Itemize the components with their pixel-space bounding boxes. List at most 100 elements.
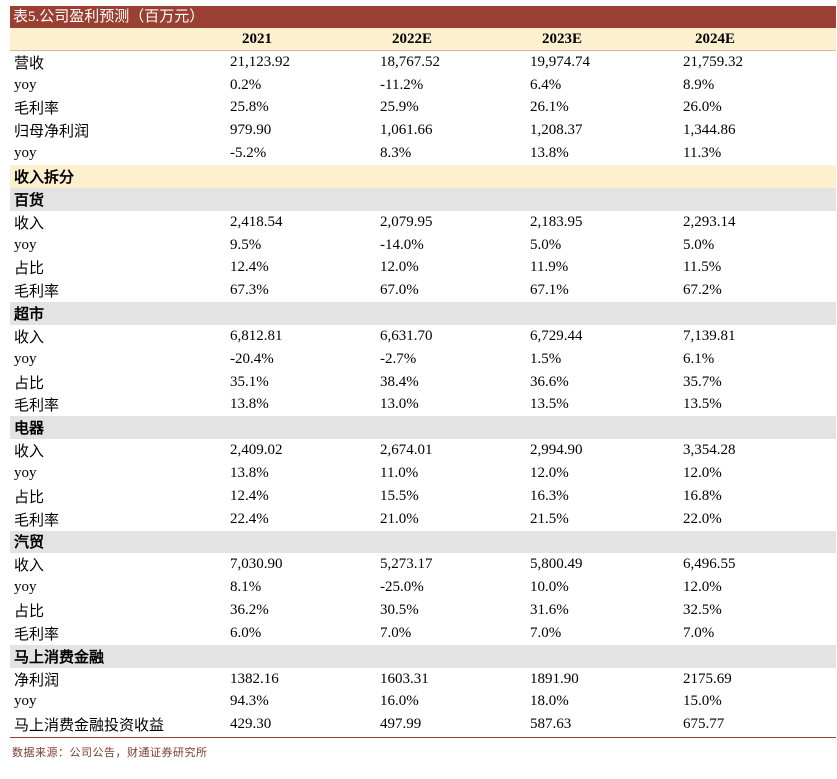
value-cell bbox=[526, 644, 679, 668]
value-cell: 67.2% bbox=[679, 279, 836, 303]
row-label-cell: 汽贸 bbox=[10, 530, 226, 554]
value-cell: 0.2% bbox=[226, 73, 376, 97]
row-label-cell: 归母净利润 bbox=[10, 119, 226, 143]
value-cell: 497.99 bbox=[376, 713, 526, 737]
value-cell: 7.0% bbox=[526, 621, 679, 645]
value-cell: 22.4% bbox=[226, 507, 376, 531]
table-row: yoy 0.2% -11.2% 6.4% 8.9% bbox=[10, 73, 836, 97]
table-row: 收入 7,030.90 5,273.17 5,800.49 6,496.55 bbox=[10, 553, 836, 577]
value-cell: 15.0% bbox=[679, 690, 836, 714]
value-cell: 2175.69 bbox=[679, 667, 836, 691]
value-cell: 18.0% bbox=[526, 690, 679, 714]
group-row: 马上消费金融 bbox=[10, 644, 836, 668]
value-cell: 7.0% bbox=[679, 621, 836, 645]
value-cell: 6,729.44 bbox=[526, 324, 679, 348]
value-cell: 5.0% bbox=[679, 233, 836, 257]
row-label-cell: 毛利率 bbox=[10, 96, 226, 120]
value-cell: 7,030.90 bbox=[226, 553, 376, 577]
row-label-cell: 收入拆分 bbox=[10, 165, 226, 188]
value-cell: 1891.90 bbox=[526, 667, 679, 691]
value-cell: 6.0% bbox=[226, 621, 376, 645]
value-cell: -14.0% bbox=[376, 233, 526, 257]
value-cell: 36.6% bbox=[526, 370, 679, 394]
value-cell: 25.9% bbox=[376, 96, 526, 120]
value-cell: 22.0% bbox=[679, 507, 836, 531]
value-cell: -2.7% bbox=[376, 347, 526, 371]
value-cell: 8.1% bbox=[226, 576, 376, 600]
value-cell: 13.8% bbox=[526, 142, 679, 166]
value-cell: 2,293.14 bbox=[679, 210, 836, 234]
value-cell: 7.0% bbox=[376, 621, 526, 645]
value-cell: 2,079.95 bbox=[376, 210, 526, 234]
table-row: 毛利率 22.4% 21.0% 21.5% 22.0% bbox=[10, 507, 836, 531]
value-cell: 11.5% bbox=[679, 256, 836, 280]
value-cell: 13.0% bbox=[376, 393, 526, 417]
table-row: 占比 12.4% 12.0% 11.9% 11.5% bbox=[10, 256, 836, 280]
value-cell: 32.5% bbox=[679, 599, 836, 622]
table-row: 占比 36.2% 30.5% 31.6% 32.5% bbox=[10, 599, 836, 622]
row-label-cell: 占比 bbox=[10, 599, 226, 622]
row-label-cell: 占比 bbox=[10, 256, 226, 280]
value-cell: 8.3% bbox=[376, 142, 526, 166]
table-row: 占比 12.4% 15.5% 16.3% 16.8% bbox=[10, 484, 836, 508]
value-cell: 2,418.54 bbox=[226, 210, 376, 234]
value-cell: 12.4% bbox=[226, 256, 376, 280]
value-cell bbox=[376, 302, 526, 325]
value-cell: 26.1% bbox=[526, 96, 679, 120]
table-row: 占比 35.1% 38.4% 36.6% 35.7% bbox=[10, 370, 836, 394]
row-label-cell: 营收 bbox=[10, 50, 226, 74]
row-label-cell: 毛利率 bbox=[10, 279, 226, 303]
table-row: 收入 6,812.81 6,631.70 6,729.44 7,139.81 bbox=[10, 324, 836, 348]
value-cell: -25.0% bbox=[376, 576, 526, 600]
value-cell: 21.5% bbox=[526, 507, 679, 531]
value-cell: 6,496.55 bbox=[679, 553, 836, 577]
value-cell: 9.5% bbox=[226, 233, 376, 257]
value-cell: 15.5% bbox=[376, 484, 526, 508]
value-cell: 21.0% bbox=[376, 507, 526, 531]
value-cell: 12.0% bbox=[376, 256, 526, 280]
row-label-cell: 占比 bbox=[10, 370, 226, 394]
value-cell: 7,139.81 bbox=[679, 324, 836, 348]
value-cell: 5,273.17 bbox=[376, 553, 526, 577]
value-cell: 6.4% bbox=[526, 73, 679, 97]
table-row: yoy 8.1% -25.0% 10.0% 12.0% bbox=[10, 576, 836, 600]
value-cell: 67.3% bbox=[226, 279, 376, 303]
section-row: 收入拆分 bbox=[10, 165, 836, 188]
value-cell bbox=[526, 530, 679, 554]
table-row: 归母净利润 979.90 1,061.66 1,208.37 1,344.86 bbox=[10, 119, 836, 143]
value-cell bbox=[376, 530, 526, 554]
value-cell bbox=[376, 416, 526, 440]
value-cell bbox=[226, 644, 376, 668]
value-cell: 1,344.86 bbox=[679, 119, 836, 143]
table-row: 毛利率 67.3% 67.0% 67.1% 67.2% bbox=[10, 279, 836, 303]
value-cell: 13.8% bbox=[226, 462, 376, 485]
table-row: 收入 2,409.02 2,674.01 2,994.90 3,354.28 bbox=[10, 439, 836, 463]
value-cell: 11.3% bbox=[679, 142, 836, 166]
table-row: 毛利率 25.8% 25.9% 26.1% 26.0% bbox=[10, 96, 836, 120]
value-cell: 94.3% bbox=[226, 690, 376, 714]
value-cell: 12.0% bbox=[679, 576, 836, 600]
value-cell bbox=[376, 644, 526, 668]
value-cell: 11.9% bbox=[526, 256, 679, 280]
value-cell bbox=[376, 165, 526, 188]
value-cell: 21,123.92 bbox=[226, 50, 376, 74]
table-row: 收入 2,418.54 2,079.95 2,183.95 2,293.14 bbox=[10, 210, 836, 234]
value-cell: 67.0% bbox=[376, 279, 526, 303]
row-label-cell: 毛利率 bbox=[10, 621, 226, 645]
value-cell: 21,759.32 bbox=[679, 50, 836, 74]
value-cell: 12.0% bbox=[526, 462, 679, 485]
row-label-cell: 毛利率 bbox=[10, 393, 226, 417]
row-label-cell: yoy bbox=[10, 233, 226, 257]
value-cell: 5.0% bbox=[526, 233, 679, 257]
group-row: 超市 bbox=[10, 302, 836, 325]
source-note: 数据来源：公司公告，财通证券研究所 bbox=[12, 747, 208, 759]
value-cell: 979.90 bbox=[226, 119, 376, 143]
table-row: yoy -5.2% 8.3% 13.8% 11.3% bbox=[10, 142, 836, 166]
value-cell bbox=[226, 187, 376, 211]
value-cell: 26.0% bbox=[679, 96, 836, 120]
header-cell-2022e: 2022E bbox=[376, 28, 526, 52]
value-cell bbox=[526, 165, 679, 188]
row-label-cell: 收入 bbox=[10, 553, 226, 577]
value-cell: 5,800.49 bbox=[526, 553, 679, 577]
value-cell: 25.8% bbox=[226, 96, 376, 120]
